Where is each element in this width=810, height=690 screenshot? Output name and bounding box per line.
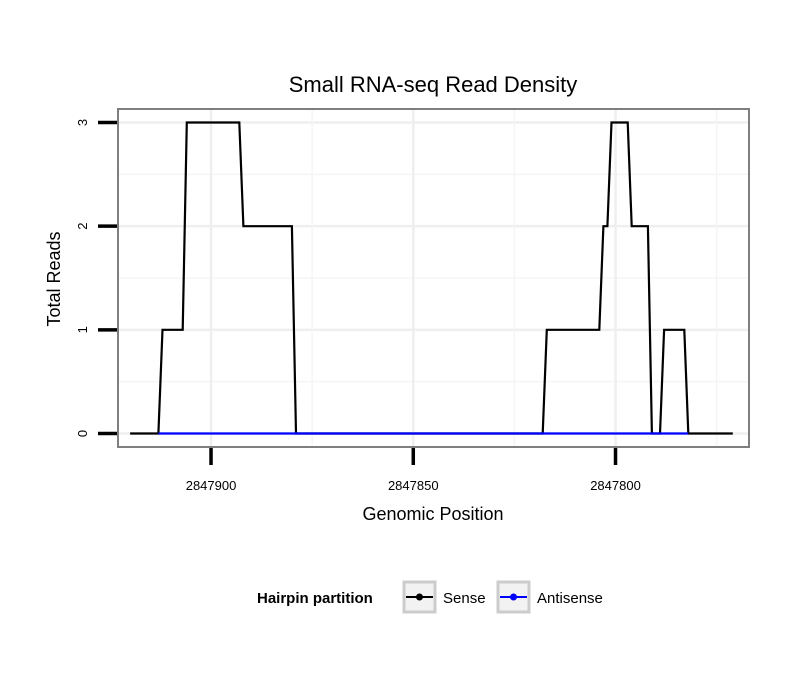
legend-point-sense — [416, 593, 423, 601]
y-axis-title: Total Reads — [44, 231, 64, 326]
y-tick-label-0: 0 — [75, 430, 90, 437]
series-line-sense — [130, 121, 733, 435]
legend: Hairpin partition Sense Antisense — [257, 580, 603, 614]
y-axis: 0 1 2 3 — [75, 119, 117, 437]
x-axis: 2847900 2847850 2847800 — [186, 448, 641, 493]
x-tick-label-1: 2847850 — [388, 478, 439, 493]
x-tick-label-2: 2847800 — [590, 478, 641, 493]
series-layer — [130, 121, 733, 435]
plot-panel-border — [117, 108, 750, 448]
y-tick-label-3: 3 — [75, 119, 90, 126]
x-tick-label-0: 2847900 — [186, 478, 237, 493]
legend-label-antisense: Antisense — [537, 590, 603, 607]
chart-title: Small RNA-seq Read Density — [289, 72, 578, 97]
legend-label-sense: Sense — [443, 590, 486, 607]
x-axis-title: Genomic Position — [362, 504, 503, 524]
legend-item-sense: Sense — [402, 580, 486, 614]
y-tick-label-2: 2 — [75, 223, 90, 230]
y-tick-label-1: 1 — [75, 326, 90, 333]
legend-item-antisense: Antisense — [496, 580, 603, 614]
legend-title: Hairpin partition — [257, 590, 373, 607]
grid — [118, 109, 749, 447]
legend-point-antisense — [510, 593, 517, 601]
